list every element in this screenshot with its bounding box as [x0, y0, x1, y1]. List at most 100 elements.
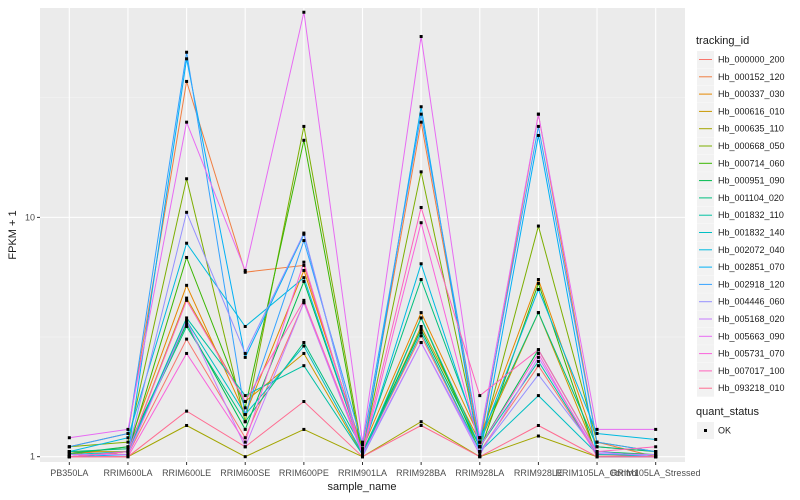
- x-tick-label: RRIM600LA: [103, 468, 152, 478]
- x-tick-label: RRIM600LE: [162, 468, 211, 478]
- data-point: [243, 324, 247, 328]
- data-point: [595, 445, 599, 449]
- y-tick-label: 1: [30, 452, 35, 462]
- data-point: [243, 268, 247, 272]
- legend-label: Hb_000951_090: [718, 176, 785, 186]
- data-point: [126, 440, 130, 444]
- data-point: [185, 241, 189, 245]
- data-point: [302, 351, 306, 355]
- data-point: [536, 278, 540, 282]
- legend-label: OK: [718, 426, 731, 436]
- data-point: [243, 355, 247, 359]
- data-points: [67, 10, 658, 459]
- data-point: [478, 455, 482, 459]
- legend-label: Hb_001104_020: [718, 193, 784, 203]
- data-point: [243, 427, 247, 431]
- legend-label: Hb_005168_020: [718, 314, 785, 324]
- legend-label: Hb_000714_060: [718, 158, 785, 168]
- data-point: [126, 427, 130, 431]
- legend-label: Hb_001832_140: [718, 228, 785, 238]
- x-tick-label: RRIM600SE: [220, 468, 270, 478]
- legend-label: Hb_002072_040: [718, 245, 785, 255]
- data-point: [185, 423, 189, 427]
- x-axis-title: sample_name: [327, 481, 396, 493]
- data-point: [302, 400, 306, 404]
- data-point: [185, 210, 189, 214]
- data-point: [185, 337, 189, 341]
- data-point: [536, 124, 540, 128]
- data-point: [243, 351, 247, 355]
- data-point: [361, 447, 364, 451]
- data-point: [419, 35, 423, 39]
- legend-point-swatch: [704, 429, 707, 432]
- data-point: [361, 455, 364, 459]
- x-tick-label: PB350LA: [50, 468, 88, 478]
- data-point: [361, 453, 364, 457]
- data-point: [419, 170, 423, 174]
- data-point: [185, 50, 189, 54]
- data-point: [419, 331, 423, 335]
- y-tick-label: 10: [25, 212, 35, 222]
- data-point: [536, 394, 540, 398]
- data-point: [302, 301, 306, 305]
- data-point: [478, 440, 482, 444]
- data-point: [478, 394, 482, 398]
- data-point: [302, 427, 306, 431]
- data-point: [302, 298, 306, 302]
- data-point: [595, 450, 599, 454]
- data-point: [536, 224, 540, 228]
- data-point: [243, 413, 247, 417]
- data-point: [302, 138, 306, 142]
- x-tick-label: RRIM928LA: [455, 468, 504, 478]
- data-point: [185, 351, 189, 355]
- data-point: [595, 440, 599, 444]
- x-tick-label: RRIM105LA_Stressed: [611, 468, 701, 478]
- data-point: [419, 262, 423, 266]
- data-point: [419, 341, 423, 345]
- data-point: [536, 373, 540, 377]
- data-point: [243, 445, 247, 449]
- data-point: [126, 447, 130, 451]
- data-point: [419, 120, 423, 124]
- data-point: [419, 278, 423, 282]
- x-tick-label: RRIM600PE: [279, 468, 329, 478]
- data-point: [243, 436, 247, 440]
- data-point: [185, 324, 189, 328]
- data-point: [478, 436, 482, 440]
- data-point: [536, 364, 540, 368]
- data-point: [67, 445, 71, 449]
- data-point: [67, 455, 71, 459]
- y-axis-title: FPKM + 1: [7, 210, 19, 259]
- data-point: [243, 406, 247, 410]
- x-tick-label: RRIM901LA: [338, 468, 387, 478]
- data-point: [654, 455, 658, 459]
- data-point: [536, 423, 540, 427]
- data-point: [536, 112, 540, 116]
- data-point: [419, 105, 423, 109]
- x-tick-label: RRIM928LE: [514, 468, 563, 478]
- data-point: [302, 239, 306, 243]
- data-point: [419, 205, 423, 209]
- data-point: [419, 324, 423, 328]
- x-tick-label: RRIM928BA: [396, 468, 446, 478]
- data-point: [302, 279, 306, 283]
- legend-label: Hb_000668_050: [718, 141, 785, 151]
- data-point: [185, 79, 189, 83]
- data-point: [302, 10, 306, 14]
- x-tick-label: RRIM105LA_Control: [556, 468, 639, 478]
- data-point: [654, 427, 658, 431]
- legend-label: Hb_002918_120: [718, 279, 785, 289]
- data-point: [302, 276, 306, 280]
- data-point: [654, 445, 658, 449]
- data-point: [419, 311, 423, 315]
- data-point: [536, 359, 540, 363]
- data-point: [126, 453, 130, 457]
- data-point: [185, 322, 189, 326]
- data-point: [243, 420, 247, 424]
- data-point: [185, 120, 189, 124]
- data-point: [126, 431, 130, 435]
- legend-label: Hb_000000_200: [718, 55, 785, 65]
- data-point: [361, 450, 364, 454]
